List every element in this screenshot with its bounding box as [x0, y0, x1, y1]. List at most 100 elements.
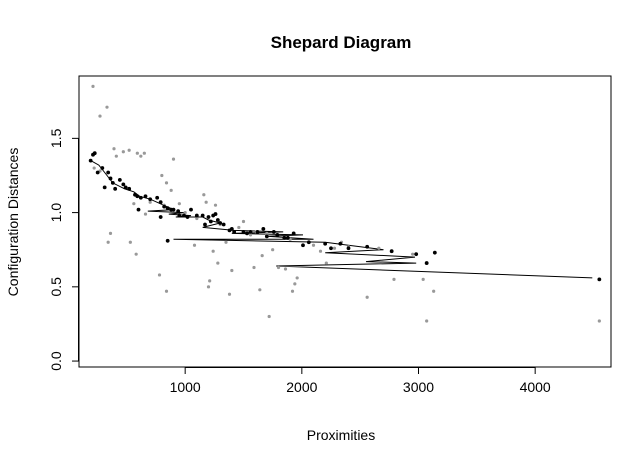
fitted-point — [432, 250, 437, 255]
observed-point — [227, 292, 232, 296]
fitted-point — [171, 207, 176, 212]
fitted-point — [110, 180, 115, 185]
fitted-point — [261, 227, 266, 231]
observed-point — [213, 203, 218, 207]
fitted-point — [597, 277, 602, 282]
y-tick-label: 0.0 — [48, 351, 64, 371]
observed-point — [127, 148, 131, 152]
observed-point — [202, 193, 206, 197]
observed-point — [271, 248, 275, 252]
fitted-point — [221, 222, 226, 227]
fitted-point — [148, 197, 153, 202]
fitted-point — [176, 209, 181, 214]
observed-point — [332, 246, 337, 250]
fitted-point — [117, 178, 122, 182]
fitted-point — [203, 222, 207, 227]
observed-point — [421, 277, 425, 282]
observed-point — [211, 249, 215, 253]
y-tick-label: 1.0 — [48, 203, 64, 223]
x-axis-label: Proximities — [307, 427, 375, 443]
fitted-point — [213, 212, 218, 216]
fitted-point — [162, 204, 167, 209]
observed-point — [183, 210, 187, 215]
fitted-point — [200, 213, 205, 218]
observed-point — [237, 225, 241, 230]
observed-point — [132, 202, 136, 206]
observed-point — [252, 265, 256, 270]
observed-point — [143, 212, 148, 216]
fitted-point — [135, 194, 140, 199]
observed-points — [91, 84, 601, 323]
observed-point — [377, 246, 381, 250]
observed-point — [425, 319, 429, 323]
y-axis-label: Configuration Distances — [5, 148, 21, 297]
fitted-point — [264, 234, 269, 239]
observed-point — [392, 277, 396, 282]
fitted-point — [229, 227, 234, 231]
fitted-point — [306, 240, 311, 245]
fitted-point — [208, 219, 213, 224]
observed-point — [142, 151, 146, 155]
fitted-point — [248, 229, 253, 234]
fitted-point — [136, 207, 141, 212]
fitted-point — [291, 231, 296, 236]
observed-point — [248, 233, 253, 237]
fitted-point — [301, 243, 305, 248]
fitted-point — [143, 194, 148, 199]
fitted-point — [158, 200, 163, 205]
fitted-point — [365, 244, 370, 249]
fitted-point — [241, 229, 246, 234]
fitted-point — [165, 206, 170, 211]
fitted-point — [165, 238, 170, 243]
fitted-point — [100, 166, 105, 170]
fitted-point — [323, 241, 328, 246]
x-axis: 1000 2000 3000 4000 — [170, 367, 551, 395]
fitted-point — [177, 213, 182, 218]
y-axis: 0.0 0.5 1.0 1.5 — [48, 128, 79, 371]
fitted-point — [121, 182, 126, 187]
fitted-point — [255, 229, 260, 234]
observed-point — [164, 181, 169, 185]
y-tick-label: 0.5 — [48, 277, 64, 297]
observed-point — [216, 261, 220, 265]
observed-point — [112, 147, 116, 151]
fitted-point — [123, 185, 128, 190]
observed-point — [171, 157, 176, 161]
observed-point — [432, 289, 436, 293]
observed-point — [98, 114, 102, 118]
fitted-point — [389, 249, 394, 254]
fitted-point — [88, 158, 93, 163]
observed-point — [267, 314, 271, 319]
fitted-point — [106, 170, 111, 175]
observed-point — [169, 188, 173, 192]
observed-point — [114, 154, 118, 158]
observed-point — [92, 166, 96, 170]
observed-point — [204, 200, 208, 204]
observed-point — [295, 276, 299, 280]
observed-point — [230, 268, 234, 273]
fitted-step-line — [90, 160, 593, 279]
observed-point — [224, 240, 228, 244]
observed-point — [106, 240, 110, 244]
observed-point — [164, 289, 169, 293]
x-tick-label: 2000 — [286, 379, 317, 395]
fitted-point — [95, 170, 100, 175]
observed-point — [160, 173, 164, 178]
observed-point — [206, 285, 211, 289]
observed-point — [157, 273, 162, 277]
fitted-point — [424, 261, 429, 265]
fitted-point — [206, 215, 211, 219]
x-tick-label: 1000 — [170, 379, 201, 395]
fitted-point — [414, 252, 419, 257]
observed-point — [597, 319, 601, 323]
fitted-point — [194, 213, 199, 218]
observed-point — [293, 282, 297, 286]
observed-point — [208, 279, 212, 283]
fitted-point — [92, 151, 97, 156]
observed-point — [139, 154, 143, 158]
fitted-point — [138, 195, 143, 200]
observed-point — [108, 231, 113, 235]
observed-point — [148, 200, 152, 204]
observed-point — [241, 219, 246, 224]
